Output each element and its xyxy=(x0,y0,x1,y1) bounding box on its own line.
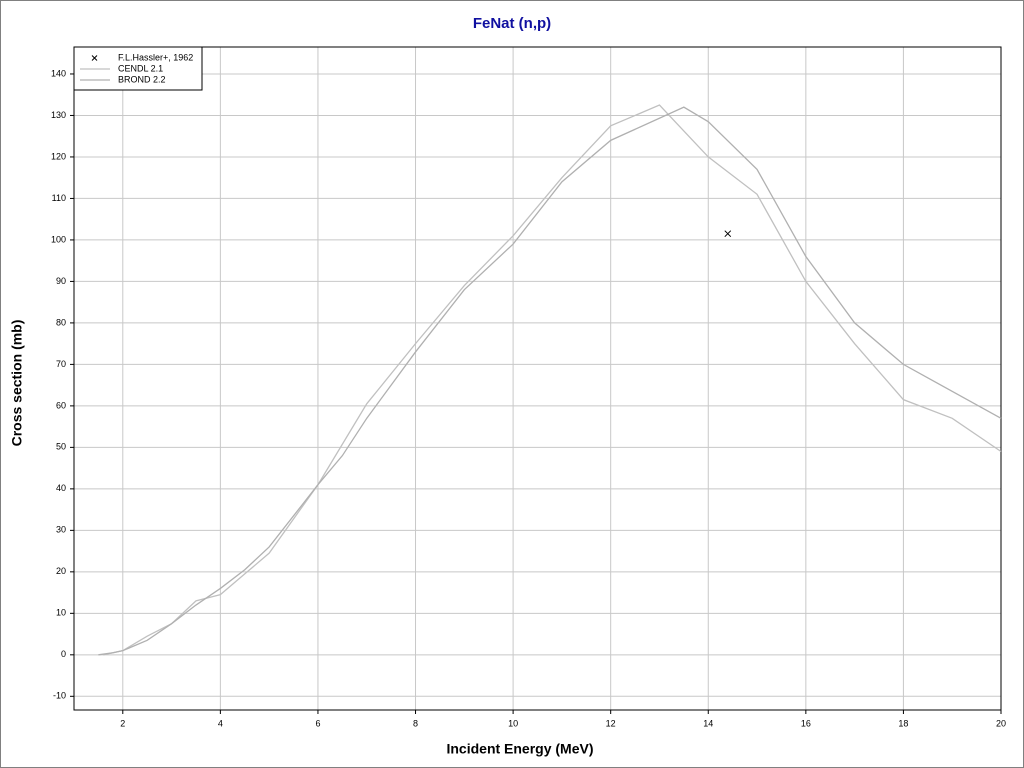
y-tick-label: 120 xyxy=(51,151,66,161)
legend-label: BROND 2.2 xyxy=(118,74,166,84)
x-tick-label: 10 xyxy=(508,718,518,728)
x-tick-label: 20 xyxy=(996,718,1006,728)
y-tick-label: 90 xyxy=(56,276,66,286)
y-tick-label: 30 xyxy=(56,525,66,535)
x-tick-label: 2 xyxy=(120,718,125,728)
y-tick-label: 20 xyxy=(56,566,66,576)
y-tick-label: 110 xyxy=(52,193,66,203)
y-tick-label: 0 xyxy=(61,649,66,659)
y-tick-label: 50 xyxy=(56,442,66,452)
x-tick-label: 18 xyxy=(898,718,908,728)
y-tick-label: 70 xyxy=(56,359,66,369)
x-tick-label: 8 xyxy=(413,718,418,728)
y-tick-label: 100 xyxy=(51,234,66,244)
legend-label: CENDL 2.1 xyxy=(118,63,163,73)
legend-symbol xyxy=(91,55,98,61)
x-tick-label: 14 xyxy=(703,718,713,728)
x-tick-label: 4 xyxy=(218,718,223,728)
y-tick-label: 140 xyxy=(51,68,66,78)
series-line xyxy=(103,104,1002,656)
chart-title: FeNat (n,p) xyxy=(473,15,551,32)
scatter-point xyxy=(724,230,732,238)
x-tick-label: 6 xyxy=(315,718,320,728)
legend-label: F.L.Hassler+, 1962 xyxy=(118,52,193,62)
y-axis-title: Cross section (mb) xyxy=(9,320,25,447)
legend-box xyxy=(73,46,203,91)
y-tick-label: 10 xyxy=(56,608,66,618)
y-tick-label: -10 xyxy=(53,691,66,701)
y-tick-label: 80 xyxy=(56,317,66,327)
y-tick-label: 40 xyxy=(56,483,66,493)
y-tick-label: 130 xyxy=(51,110,66,120)
x-axis-title: Incident Energy (MeV) xyxy=(446,741,593,757)
y-tick-label: 60 xyxy=(56,400,66,410)
x-tick-label: 16 xyxy=(801,718,811,728)
x-tick-label: 12 xyxy=(606,718,616,728)
series-line xyxy=(98,106,1002,656)
plot-frame xyxy=(73,46,1002,711)
